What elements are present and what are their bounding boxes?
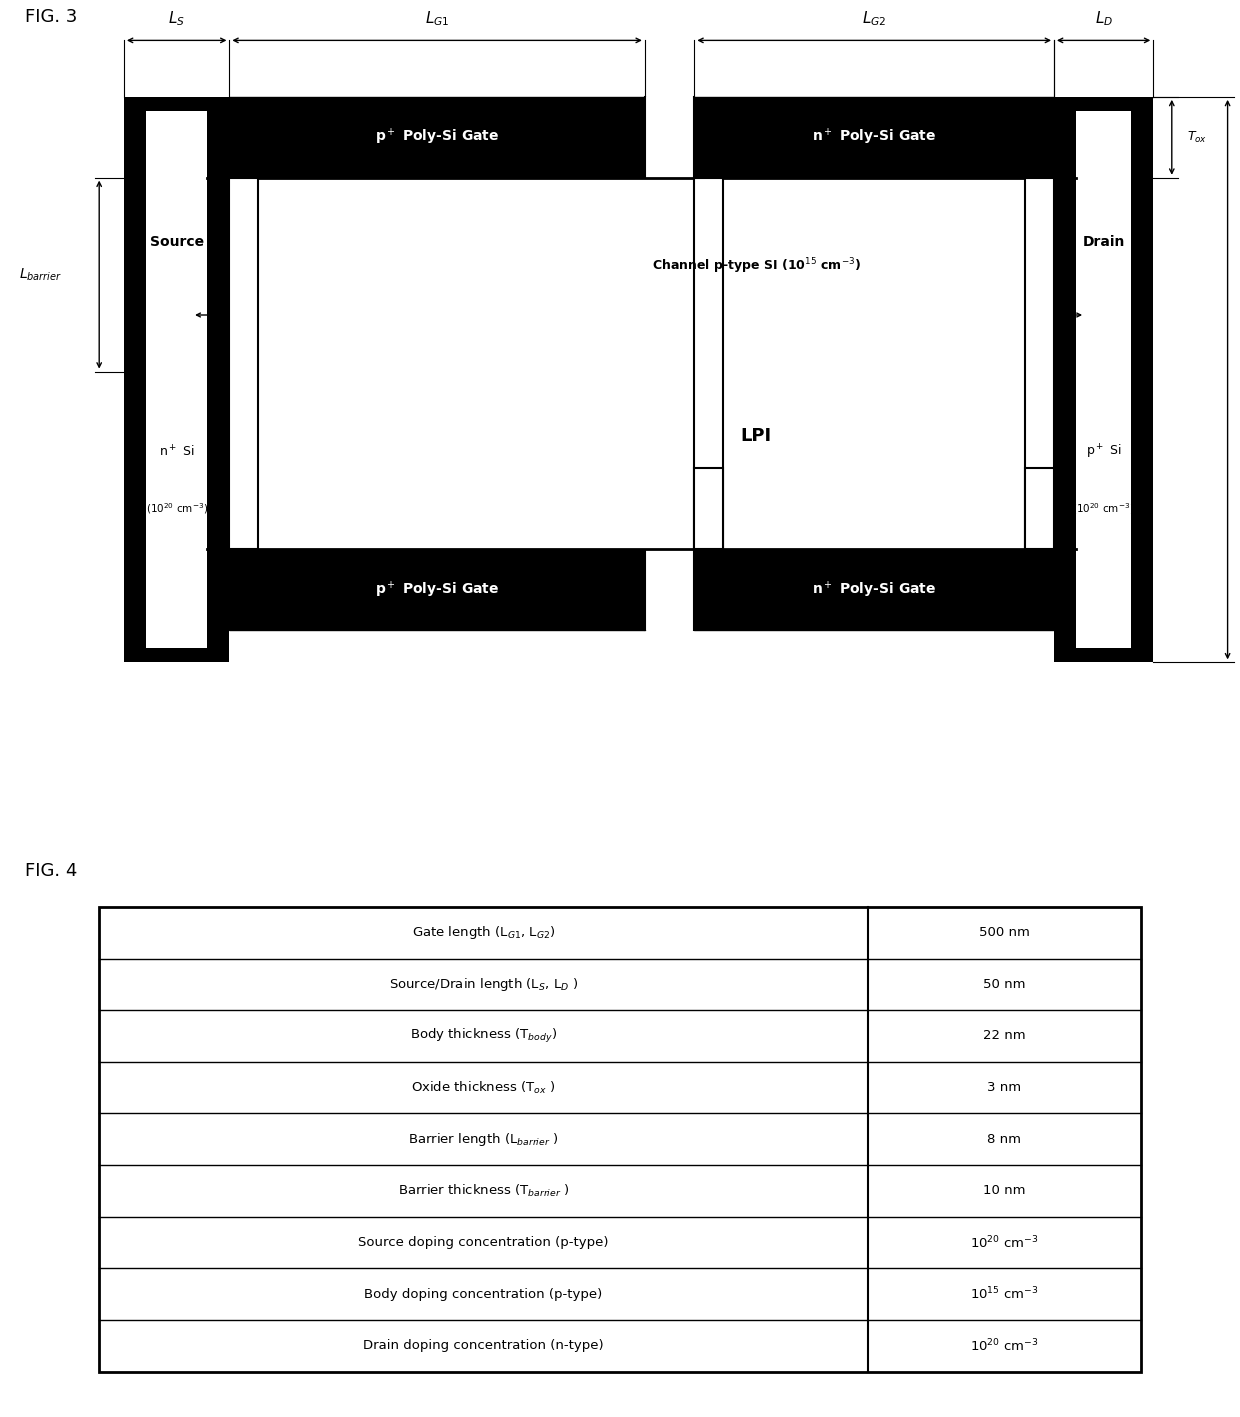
Text: n$^+$ Poly-Si Gate: n$^+$ Poly-Si Gate bbox=[812, 128, 936, 147]
Text: Channel p-type SI (10$^{15}$ cm$^{-3}$): Channel p-type SI (10$^{15}$ cm$^{-3}$) bbox=[652, 256, 861, 276]
Bar bbox=[1076, 112, 1131, 648]
Text: Source/Drain length (L$_S$, L$_D$ ): Source/Drain length (L$_S$, L$_D$ ) bbox=[389, 976, 578, 993]
Bar bbox=[694, 96, 1054, 177]
Text: $L_D$: $L_D$ bbox=[1095, 10, 1112, 28]
Text: Barrier thickness (T$_{barrier}$ ): Barrier thickness (T$_{barrier}$ ) bbox=[398, 1183, 569, 1199]
Text: $L_{barrier}$: $L_{barrier}$ bbox=[19, 266, 62, 283]
Bar bbox=[1025, 177, 1054, 550]
Bar bbox=[229, 550, 645, 631]
Bar bbox=[124, 96, 229, 662]
Text: Oxide thickness (T$_{ox}$ ): Oxide thickness (T$_{ox}$ ) bbox=[412, 1080, 556, 1095]
Bar bbox=[229, 96, 645, 177]
Bar bbox=[645, 550, 694, 631]
Text: 10$^{15}$ cm$^{-3}$: 10$^{15}$ cm$^{-3}$ bbox=[970, 1285, 1039, 1302]
Text: 22 nm: 22 nm bbox=[983, 1030, 1025, 1043]
Text: $L_{G2}$: $L_{G2}$ bbox=[862, 10, 887, 28]
Text: Body thickness (T$_{body}$): Body thickness (T$_{body}$) bbox=[410, 1027, 557, 1044]
Text: (10$^{20}$ cm$^{-3}$): (10$^{20}$ cm$^{-3}$) bbox=[1073, 502, 1135, 516]
Text: n$^+$ Si: n$^+$ Si bbox=[159, 445, 195, 461]
Bar bbox=[694, 469, 723, 550]
Text: LPI: LPI bbox=[740, 427, 773, 445]
Bar bbox=[1054, 96, 1153, 662]
Text: Source doping concentration (p-type): Source doping concentration (p-type) bbox=[358, 1236, 609, 1248]
Text: 10$^{20}$ cm$^{-3}$: 10$^{20}$ cm$^{-3}$ bbox=[970, 1234, 1039, 1251]
Text: p$^+$ Poly-Si Gate: p$^+$ Poly-Si Gate bbox=[374, 580, 500, 599]
Text: p$^+$ Si: p$^+$ Si bbox=[1086, 444, 1121, 462]
Bar bbox=[694, 550, 1054, 631]
Text: 10$^{20}$ cm$^{-3}$: 10$^{20}$ cm$^{-3}$ bbox=[970, 1338, 1039, 1355]
Text: $T_{barrier1}$: $T_{barrier1}$ bbox=[262, 298, 301, 310]
Text: Barrier length (L$_{barrier}$ ): Barrier length (L$_{barrier}$ ) bbox=[408, 1131, 559, 1148]
Text: 8 nm: 8 nm bbox=[987, 1132, 1022, 1146]
Text: FIG. 3: FIG. 3 bbox=[25, 9, 77, 26]
Bar bbox=[1025, 469, 1054, 550]
Text: Source: Source bbox=[150, 235, 203, 249]
Text: Drain doping concentration (n-type): Drain doping concentration (n-type) bbox=[363, 1339, 604, 1352]
Text: $L_{G1}$: $L_{G1}$ bbox=[425, 10, 449, 28]
Text: 10 nm: 10 nm bbox=[983, 1185, 1025, 1197]
Text: $L_S$: $L_S$ bbox=[169, 10, 185, 28]
Text: 500 nm: 500 nm bbox=[978, 927, 1030, 939]
Bar bbox=[99, 907, 1141, 1372]
Text: FIG. 4: FIG. 4 bbox=[25, 862, 77, 880]
Text: Gate length (L$_{G1}$, L$_{G2}$): Gate length (L$_{G1}$, L$_{G2}$) bbox=[412, 924, 556, 941]
Text: $T_{barrier2}$: $T_{barrier2}$ bbox=[727, 298, 766, 310]
Bar bbox=[229, 177, 1054, 550]
Text: n$^+$ Poly-Si Gate: n$^+$ Poly-Si Gate bbox=[812, 580, 936, 599]
Text: Body doping concentration (p-type): Body doping concentration (p-type) bbox=[365, 1288, 603, 1301]
Bar bbox=[229, 177, 258, 550]
Text: p$^+$ Poly-Si Gate: p$^+$ Poly-Si Gate bbox=[374, 128, 500, 147]
Bar bbox=[694, 177, 723, 550]
Text: 50 nm: 50 nm bbox=[983, 978, 1025, 990]
Text: (10$^{20}$ cm$^{-3}$): (10$^{20}$ cm$^{-3}$) bbox=[145, 502, 208, 516]
Text: Drain: Drain bbox=[1083, 235, 1125, 249]
Text: $T_{barrier1}$: $T_{barrier1}$ bbox=[1029, 298, 1069, 310]
Text: $T_{ox}$: $T_{ox}$ bbox=[1187, 130, 1207, 145]
Text: 3 nm: 3 nm bbox=[987, 1081, 1022, 1094]
Bar bbox=[645, 96, 694, 177]
Bar bbox=[146, 112, 207, 648]
